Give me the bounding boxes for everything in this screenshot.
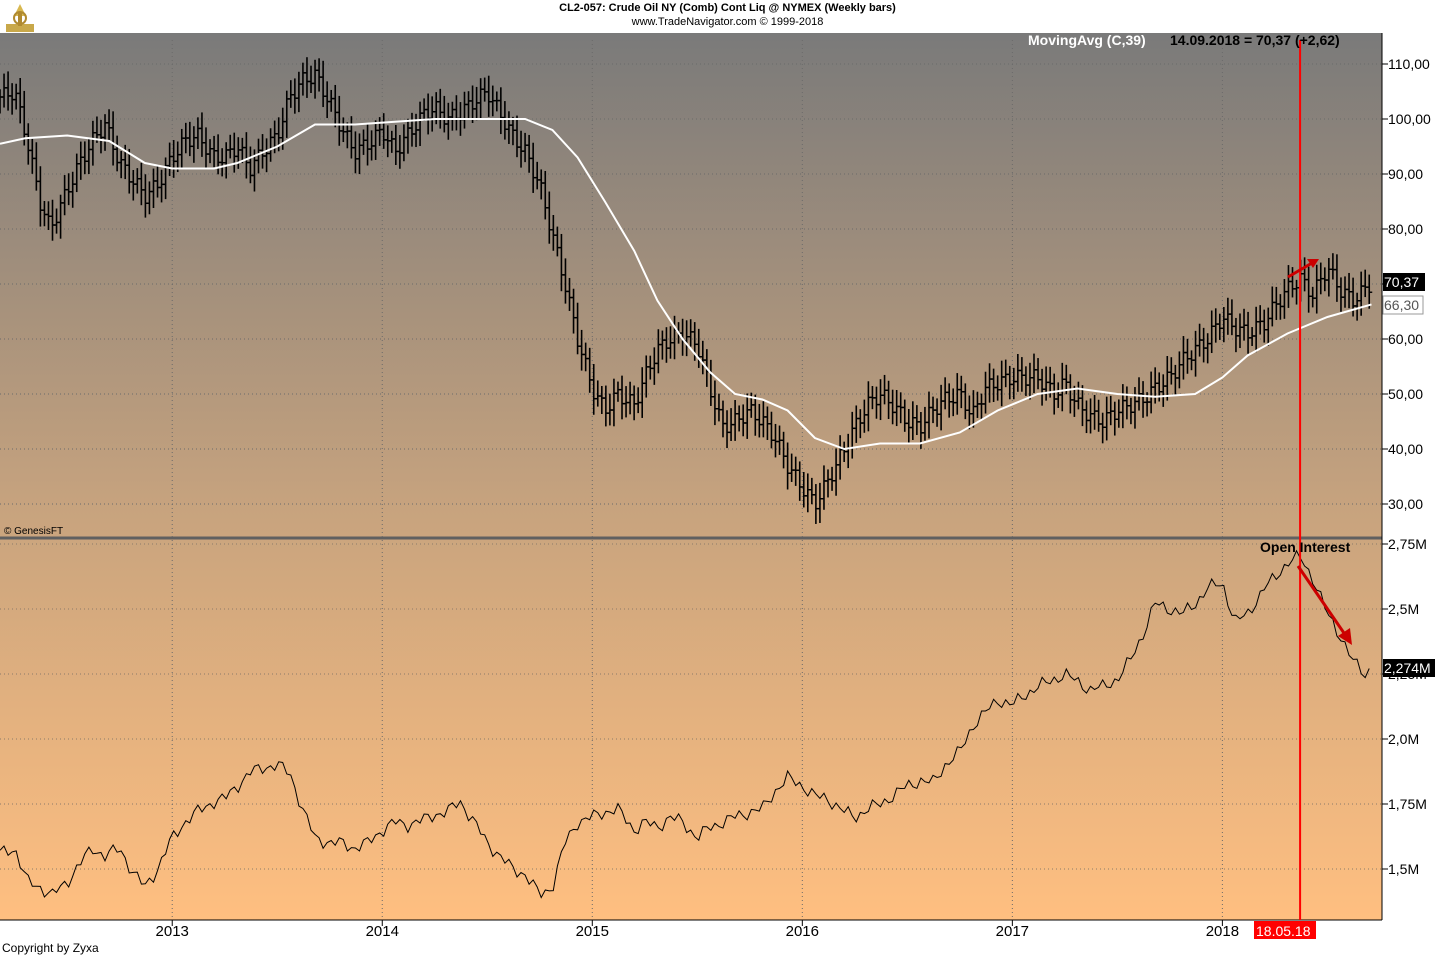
- last-price-box: [1383, 273, 1425, 291]
- oi-tick-label: 2,5M: [1388, 601, 1419, 617]
- price-up-arrow: [1287, 259, 1319, 279]
- genesis-credit: © GenesisFT: [4, 526, 63, 537]
- price-tick-label: 50,00: [1388, 386, 1423, 402]
- price-tick-label: 90,00: [1388, 166, 1423, 182]
- axis-background: [1382, 33, 1455, 920]
- oi-tick-label: 2,75M: [1388, 536, 1427, 552]
- year-tick-label: 2017: [996, 923, 1029, 940]
- chart-subtitle: www.TradeNavigator.com © 1999-2018: [631, 16, 824, 28]
- indicator-label: MovingAvg (C,39): [1028, 32, 1146, 48]
- year-tick-label: 2014: [366, 923, 399, 940]
- last-price-label: 70,37: [1384, 274, 1419, 290]
- price-tick-label: 80,00: [1388, 221, 1423, 237]
- last-oi-label: 2,274M: [1384, 660, 1431, 676]
- marker-date-box: [1254, 921, 1316, 939]
- open-interest-down-arrow: [1296, 565, 1352, 645]
- price-tick-label: 40,00: [1388, 441, 1423, 457]
- indicator-value: 14.09.2018 = 70,37 (+2,62): [1170, 32, 1340, 48]
- chart-title: CL2-057: Crude Oil NY (Comb) Cont Liq @ …: [559, 2, 896, 14]
- moving-average-line: [0, 118, 1372, 451]
- ma-value-label: 66,30: [1384, 297, 1419, 313]
- year-tick-label: 2016: [786, 923, 819, 940]
- time-axis: 2013 2014 2015 2016 2017 2018: [156, 40, 1239, 940]
- price-gridlines: 30,0040,0050,0060,0070,0080,0090,00100,0…: [0, 56, 1431, 512]
- price-tick-label: 30,00: [1388, 496, 1423, 512]
- price-bar: [1366, 274, 1373, 309]
- price-tick-label: 60,00: [1388, 331, 1423, 347]
- copyright-text: Copyright by Zyxa: [2, 941, 99, 955]
- last-oi-box: [1383, 659, 1435, 677]
- price-tick-label: 100,00: [1388, 111, 1431, 127]
- year-tick-label: 2013: [156, 923, 189, 940]
- year-tick-label: 2018: [1206, 923, 1239, 940]
- ma-value-box: [1382, 295, 1424, 315]
- year-tick-label: 2015: [576, 923, 609, 940]
- price-tick-label: 110,00: [1388, 56, 1430, 72]
- navigator-logo-icon: [6, 4, 34, 32]
- marker-date-label: 18.05.18: [1256, 923, 1311, 939]
- open-interest-title: Open Interest: [1260, 539, 1351, 555]
- oi-tick-label: 2,0M: [1388, 731, 1419, 747]
- price-bar-series: [0, 57, 1373, 524]
- oi-tick-label: 1,5M: [1388, 861, 1419, 877]
- plot-background: [0, 33, 1382, 920]
- oi-tick-label: 1,75M: [1388, 796, 1427, 812]
- open-interest-line: [0, 549, 1370, 899]
